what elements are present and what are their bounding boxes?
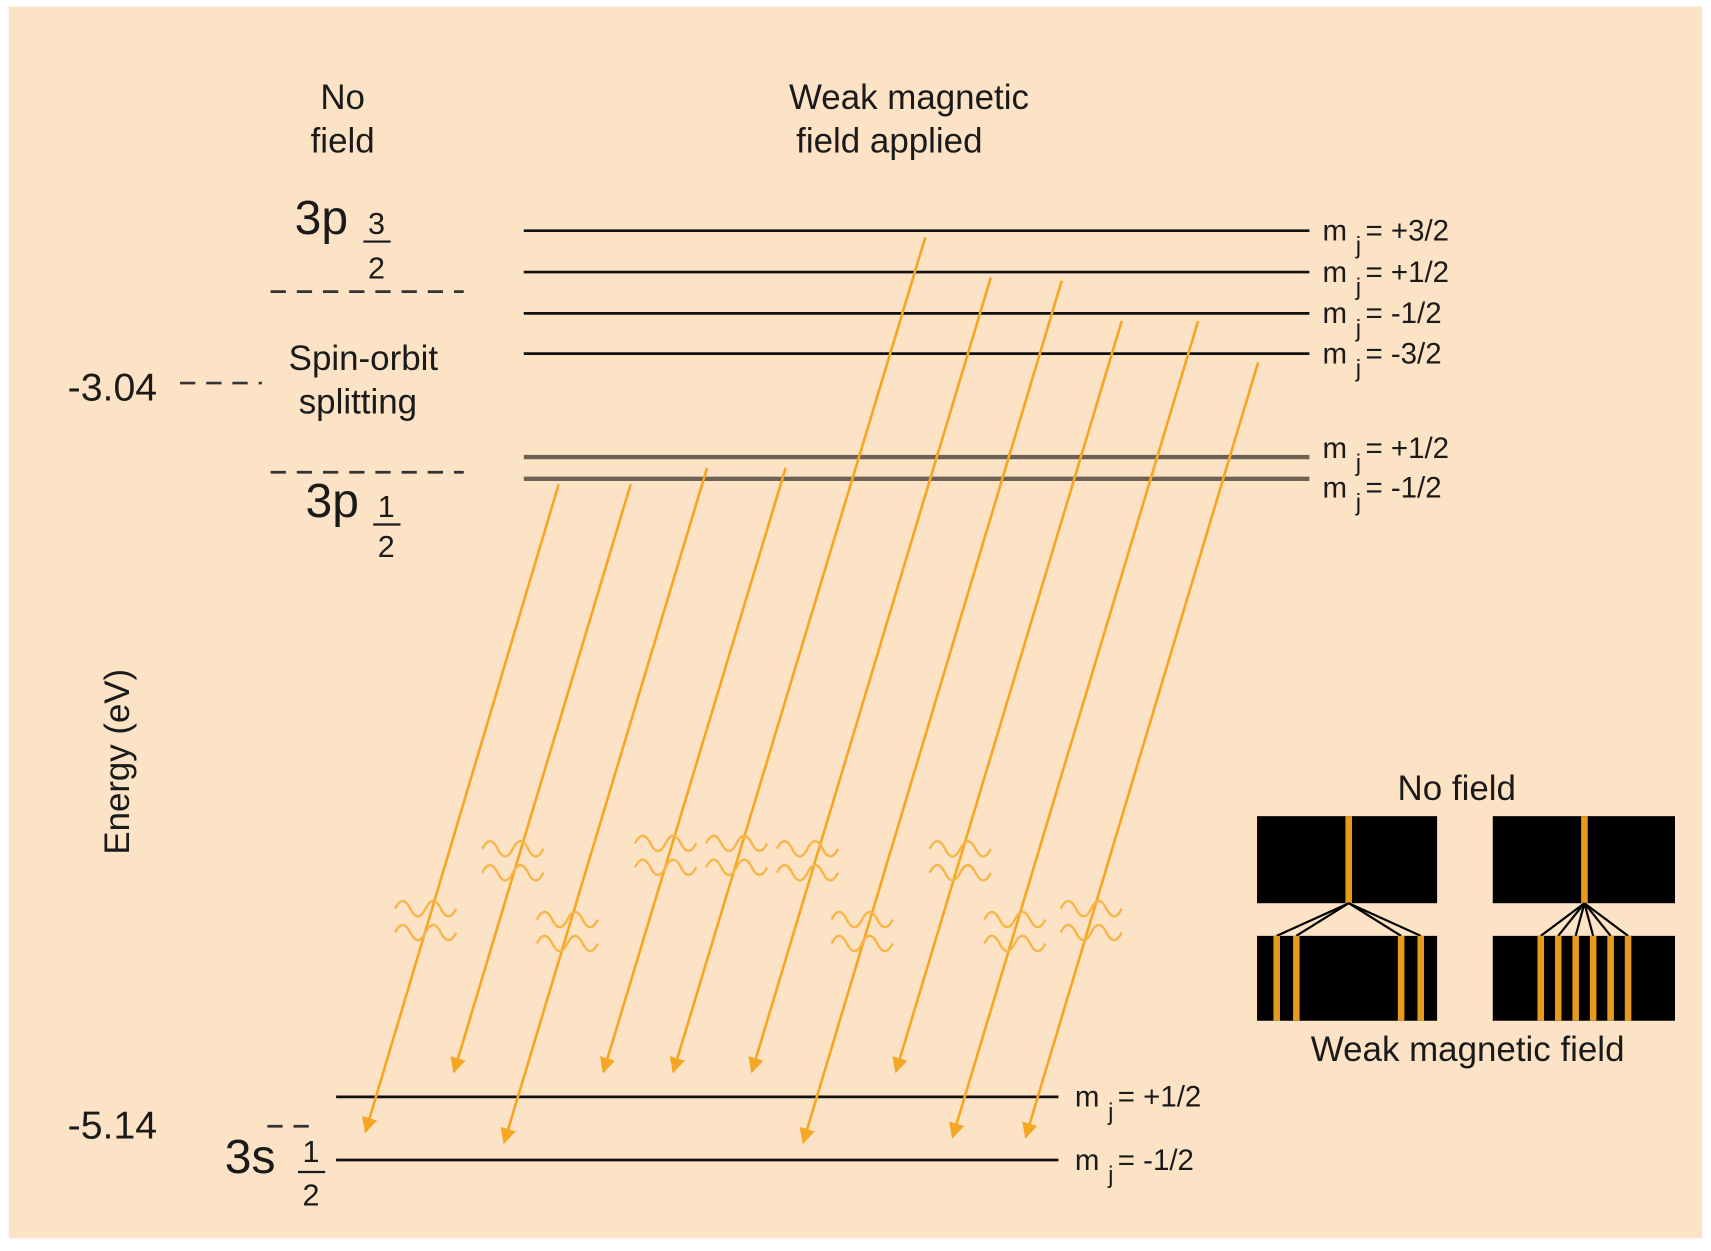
level-label: 3s — [225, 1131, 276, 1184]
mj-subscript: j — [1355, 274, 1361, 301]
fraction-num: 1 — [378, 490, 395, 524]
inset-label: No field — [1398, 769, 1516, 808]
energy-value: -5.14 — [68, 1103, 158, 1147]
spectral-line — [1590, 936, 1597, 1021]
mj-value: = +1/2 — [1118, 1081, 1202, 1114]
mj-symbol: m — [1323, 256, 1348, 289]
fraction-num: 3 — [368, 207, 385, 241]
mj-symbol: m — [1323, 337, 1348, 370]
mj-subscript: j — [1107, 1099, 1113, 1126]
mj-value: = -1/2 — [1118, 1144, 1194, 1177]
spectral-line — [1555, 936, 1562, 1021]
spectral-line — [1572, 936, 1579, 1021]
level-label: 3p — [295, 192, 348, 245]
spectral-line — [1273, 936, 1280, 1021]
mj-subscript: j — [1355, 450, 1361, 477]
mj-symbol: m — [1323, 215, 1348, 248]
spectral-line — [1625, 936, 1632, 1021]
diagram: No field Weak magnetic field applied 3p … — [0, 0, 1711, 1246]
spectral-line — [1417, 936, 1424, 1021]
mj-subscript: j — [1355, 233, 1361, 260]
spectral-line — [1345, 816, 1352, 903]
splitting-label: splitting — [299, 383, 417, 422]
header-weak-field: field applied — [796, 121, 982, 160]
mj-symbol: m — [1075, 1081, 1100, 1114]
mj-symbol: m — [1323, 432, 1348, 465]
header-weak-field: Weak magnetic — [789, 78, 1029, 117]
header-no-field: field — [311, 121, 375, 160]
mj-symbol: m — [1075, 1144, 1100, 1177]
mj-subscript: j — [1355, 356, 1361, 383]
mj-subscript: j — [1355, 489, 1361, 516]
mj-symbol: m — [1323, 297, 1348, 330]
mj-subscript: j — [1355, 315, 1361, 342]
fraction-den: 2 — [302, 1179, 319, 1213]
energy-value: -3.04 — [68, 366, 158, 410]
spectral-line — [1607, 936, 1614, 1021]
page: { "header": { "no_field": ["No", "field"… — [0, 0, 1711, 1246]
mj-subscript: j — [1107, 1162, 1113, 1189]
mj-value: = -1/2 — [1365, 471, 1441, 504]
mj-value: = -3/2 — [1365, 337, 1441, 370]
mj-value: = -1/2 — [1365, 297, 1441, 330]
level-label: 3p — [306, 475, 359, 528]
spectral-line — [1537, 936, 1544, 1021]
mj-symbol: m — [1323, 471, 1348, 504]
spectral-line — [1581, 816, 1588, 903]
fraction-num: 1 — [302, 1135, 319, 1169]
mj-value: = +1/2 — [1365, 432, 1449, 465]
spectrum-box — [1257, 936, 1437, 1021]
spectral-line — [1398, 936, 1405, 1021]
axis-label: Energy (eV) — [98, 669, 137, 855]
mj-value: = +3/2 — [1365, 215, 1449, 248]
mj-value: = +1/2 — [1365, 256, 1449, 289]
fraction-den: 2 — [378, 530, 395, 564]
splitting-label: Spin-orbit — [289, 339, 439, 378]
spectrum-box — [1493, 936, 1675, 1021]
spectral-line — [1293, 936, 1300, 1021]
inset-label: Weak magnetic field — [1311, 1030, 1625, 1069]
header-no-field: No — [320, 78, 365, 117]
fraction-den: 2 — [368, 252, 385, 286]
